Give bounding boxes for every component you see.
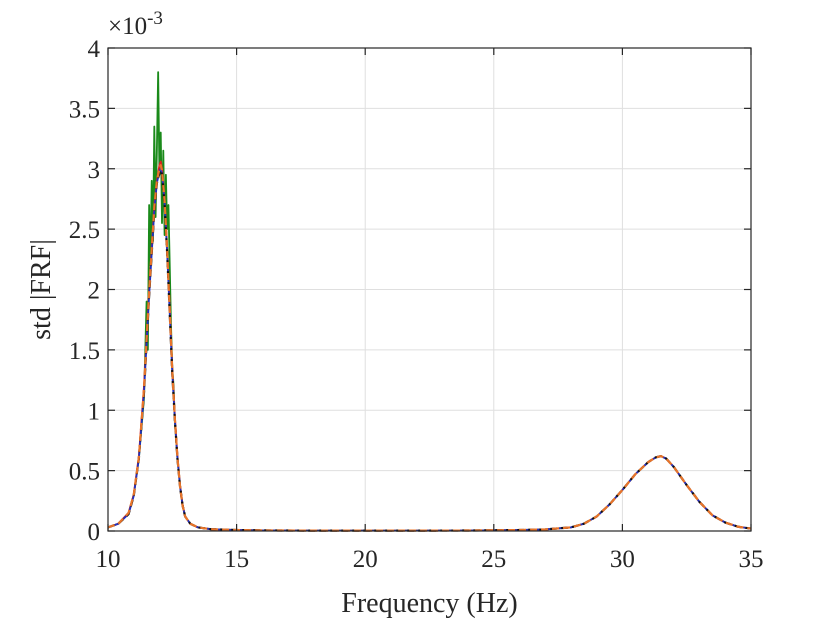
x-tick-label: 15	[224, 546, 249, 573]
y-axis-exponent: ×10-3	[108, 8, 163, 40]
series-line-2	[107, 160, 752, 532]
x-tick-label: 25	[481, 546, 506, 573]
x-tick-label: 10	[96, 546, 121, 573]
plot-area	[107, 71, 752, 532]
y-tick-label: 3	[88, 157, 101, 184]
series-line-1	[107, 71, 752, 532]
exponent-base: ×10	[108, 13, 147, 40]
x-tick-labels: 10 15 20 25 30 35	[96, 546, 764, 573]
grid	[108, 48, 751, 531]
y-tick-label: 2.5	[69, 217, 100, 244]
y-tick-label: 4	[88, 36, 101, 63]
y-tick-label: 2	[88, 278, 101, 305]
y-tick-label: 3.5	[69, 96, 100, 123]
y-tick-label: 1.5	[69, 338, 100, 365]
tick-marks	[107, 47, 752, 532]
y-tick-label: 0.5	[69, 459, 100, 486]
series-line-5	[107, 164, 752, 532]
y-tick-label: 0	[88, 519, 101, 546]
x-tick-label: 30	[610, 546, 635, 573]
y-axis-title: std |FRF|	[26, 239, 57, 340]
x-tick-label: 20	[353, 546, 378, 573]
exponent-power: -3	[147, 8, 163, 29]
x-tick-label: 35	[739, 546, 764, 573]
x-axis-title: Frequency (Hz)	[341, 588, 517, 619]
y-tick-label: 1	[88, 398, 101, 425]
y-tick-labels: 0 0.5 1 1.5 2 2.5 3 3.5 4	[69, 36, 101, 546]
